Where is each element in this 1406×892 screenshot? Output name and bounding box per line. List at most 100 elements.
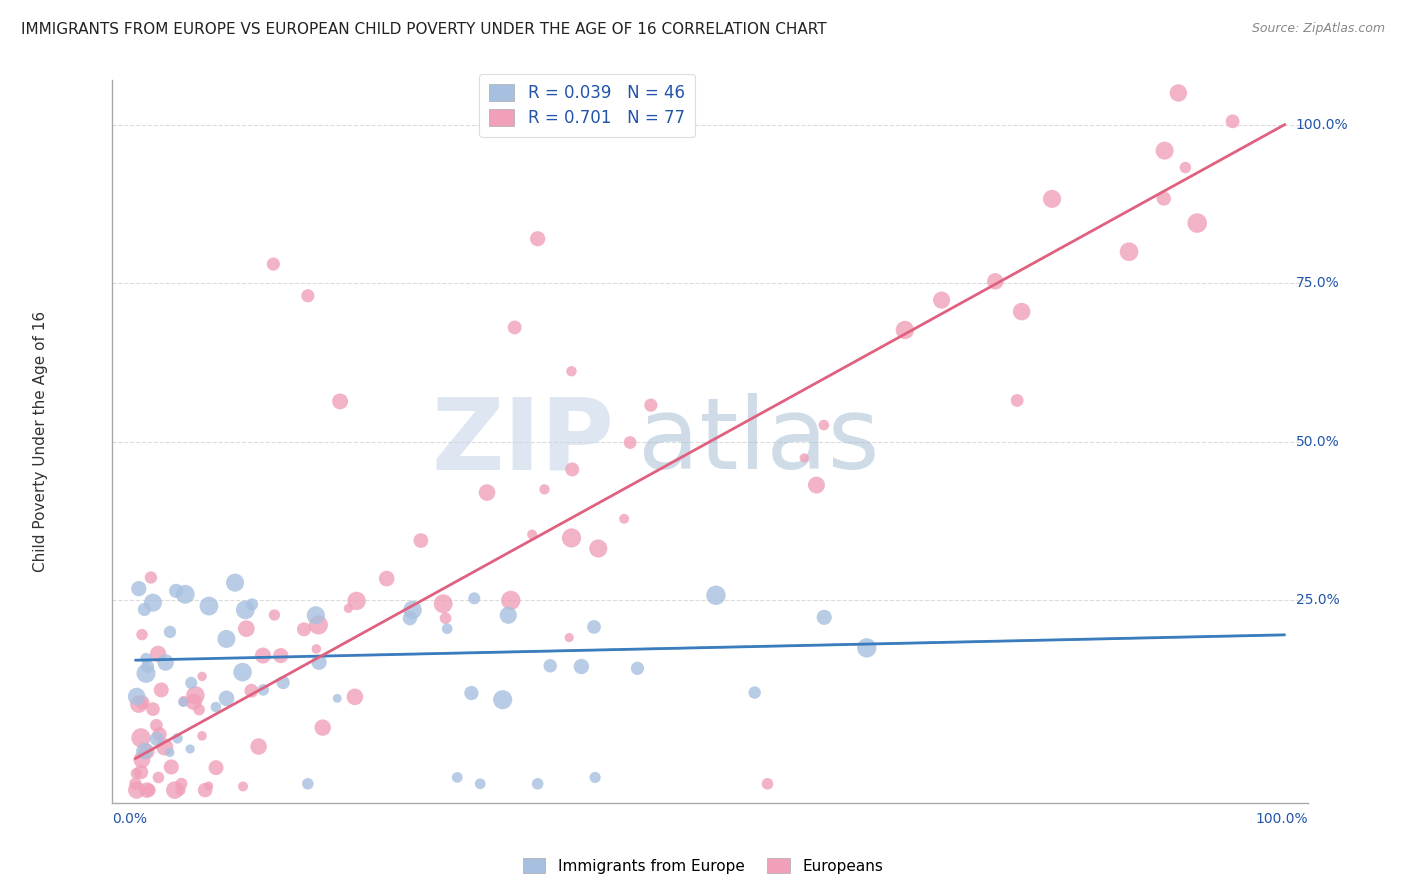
Point — [499, 593, 522, 607]
Point — [224, 575, 246, 590]
Point — [1040, 192, 1063, 206]
Point — [401, 603, 423, 617]
Point — [704, 588, 727, 602]
Point — [170, 777, 193, 791]
Point — [326, 691, 349, 706]
Point — [793, 450, 815, 465]
Point — [247, 739, 270, 754]
Point — [146, 647, 169, 661]
Text: IMMIGRANTS FROM EUROPE VS EUROPEAN CHILD POVERTY UNDER THE AGE OF 16 CORRELATION: IMMIGRANTS FROM EUROPE VS EUROPEAN CHILD… — [21, 22, 827, 37]
Point — [160, 760, 183, 774]
Text: 75.0%: 75.0% — [1296, 277, 1340, 290]
Point — [560, 364, 582, 378]
Point — [138, 783, 160, 797]
Point — [172, 695, 194, 709]
Point — [813, 610, 835, 624]
Point — [343, 690, 366, 704]
Point — [1174, 161, 1197, 175]
Point — [931, 293, 953, 307]
Point — [588, 541, 610, 556]
Point — [191, 729, 214, 743]
Point — [308, 655, 330, 669]
Point — [756, 777, 779, 791]
Point — [252, 648, 274, 663]
Point — [191, 669, 214, 683]
Point — [640, 398, 662, 412]
Text: 50.0%: 50.0% — [1296, 434, 1340, 449]
Text: ZIP: ZIP — [432, 393, 614, 490]
Text: 100.0%: 100.0% — [1296, 118, 1348, 132]
Point — [503, 320, 526, 334]
Point — [270, 648, 292, 663]
Point — [124, 777, 146, 791]
Point — [174, 587, 197, 601]
Point — [232, 665, 254, 679]
Point — [526, 777, 548, 791]
Point — [583, 771, 606, 785]
Point — [496, 608, 519, 623]
Point — [184, 689, 207, 703]
Point — [232, 780, 254, 794]
Point — [142, 702, 165, 716]
Point — [1153, 192, 1175, 206]
Point — [337, 601, 360, 615]
Point — [183, 695, 205, 709]
Point — [375, 572, 398, 586]
Point — [569, 659, 592, 673]
Point — [744, 685, 766, 699]
Point — [198, 599, 221, 613]
Text: 25.0%: 25.0% — [1296, 593, 1340, 607]
Point — [205, 761, 228, 775]
Point — [460, 686, 482, 700]
Point — [129, 731, 152, 745]
Point — [399, 611, 422, 625]
Point — [613, 512, 636, 526]
Point — [1011, 304, 1033, 318]
Point — [136, 659, 159, 673]
Point — [1185, 216, 1208, 230]
Point — [125, 766, 148, 780]
Point — [128, 697, 150, 711]
Point — [135, 666, 157, 681]
Point — [155, 656, 177, 670]
Point — [436, 622, 458, 636]
Point — [538, 658, 561, 673]
Point — [159, 624, 181, 639]
Point — [520, 527, 543, 541]
Text: 100.0%: 100.0% — [1256, 813, 1308, 826]
Point — [626, 661, 648, 675]
Point — [619, 435, 641, 450]
Point — [305, 608, 328, 623]
Point — [153, 739, 176, 754]
Point — [297, 289, 319, 303]
Point — [307, 618, 329, 632]
Point — [125, 783, 148, 797]
Point — [813, 418, 835, 433]
Text: Child Poverty Under the Age of 16: Child Poverty Under the Age of 16 — [34, 311, 48, 572]
Point — [297, 777, 319, 791]
Point — [533, 483, 555, 497]
Point — [311, 721, 333, 735]
Point — [582, 620, 605, 634]
Point — [215, 691, 238, 706]
Point — [1153, 144, 1175, 158]
Point — [240, 598, 263, 612]
Point — [806, 478, 828, 492]
Point — [262, 257, 284, 271]
Point — [240, 683, 263, 698]
Point — [166, 731, 188, 746]
Point — [1167, 86, 1189, 100]
Point — [165, 583, 187, 598]
Point — [894, 323, 917, 337]
Point — [197, 779, 219, 793]
Point — [131, 753, 153, 767]
Legend: R = 0.039   N = 46, R = 0.701   N = 77: R = 0.039 N = 46, R = 0.701 N = 77 — [479, 74, 695, 137]
Point — [135, 744, 157, 758]
Point — [475, 485, 498, 500]
Point — [149, 727, 172, 741]
Point — [558, 631, 581, 645]
Text: Source: ZipAtlas.com: Source: ZipAtlas.com — [1251, 22, 1385, 36]
Point — [159, 746, 181, 760]
Point — [560, 531, 582, 545]
Point — [146, 731, 169, 746]
